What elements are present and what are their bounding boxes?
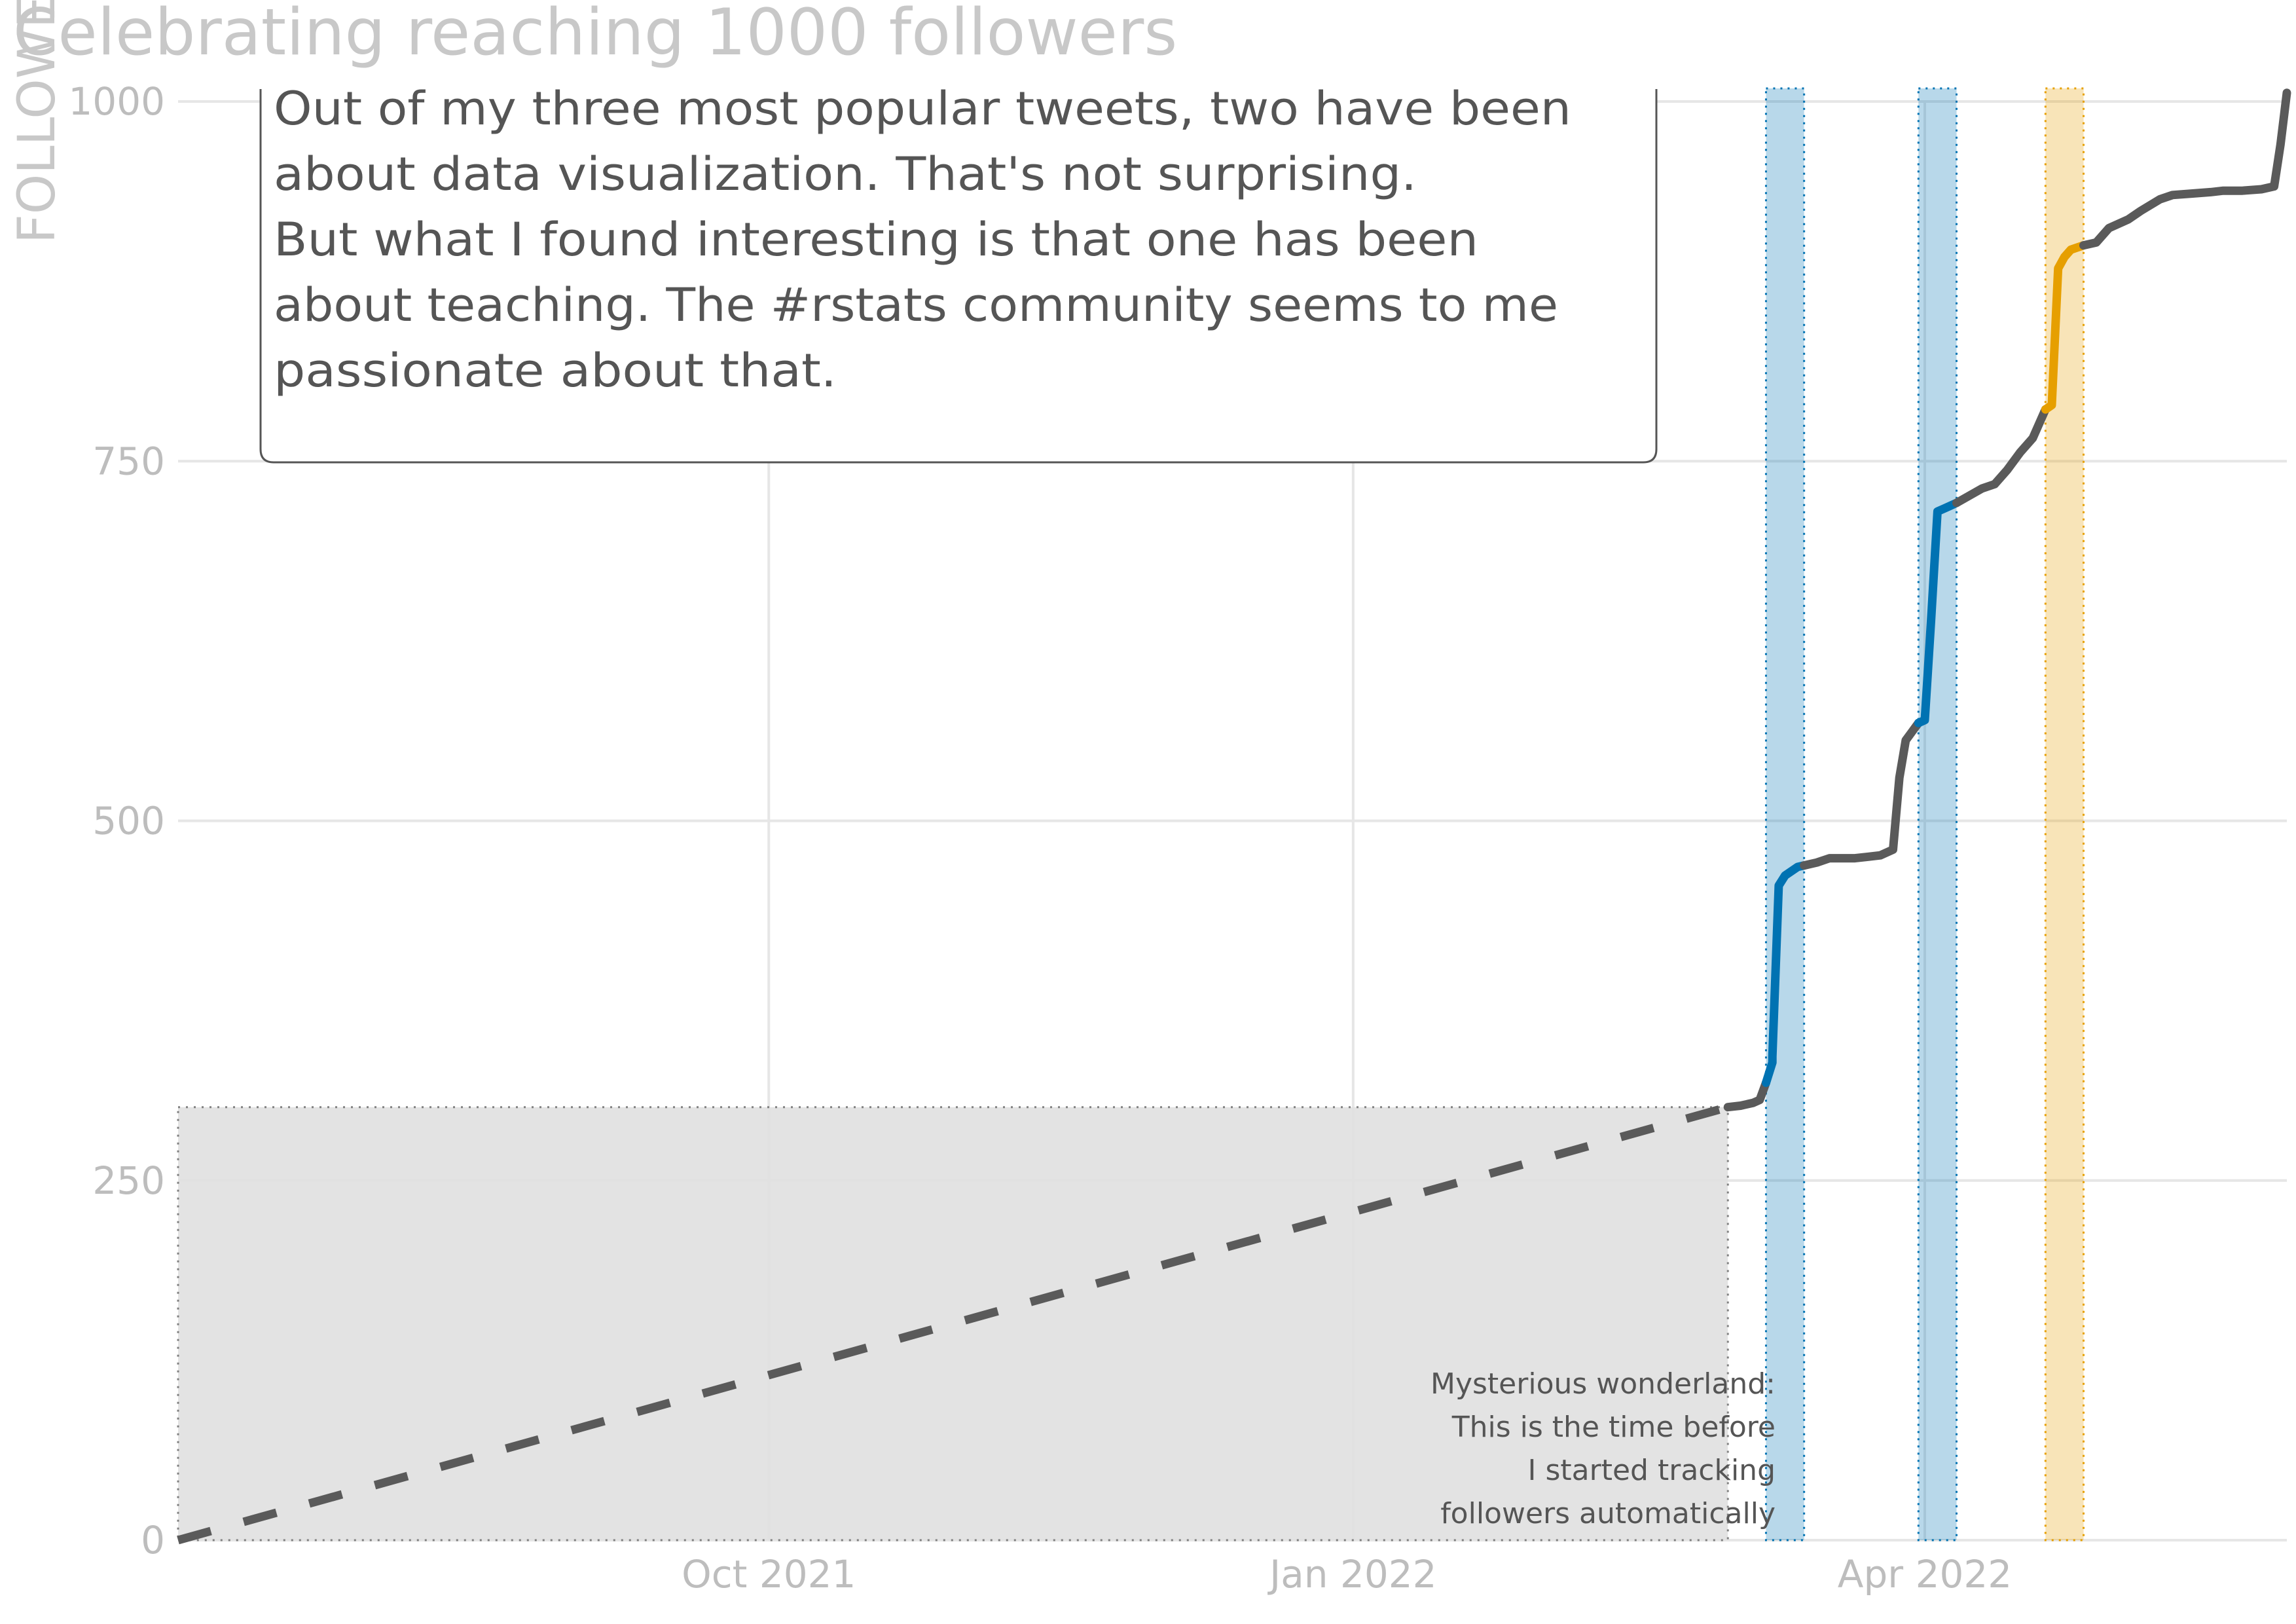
annotation-line: I started tracking	[1528, 1454, 1776, 1487]
x-tick-label: Apr 2022	[1838, 1552, 2012, 1596]
y-tick-label: 1000	[68, 79, 165, 124]
series-line	[2041, 241, 2088, 414]
series-line	[1914, 498, 1961, 728]
y-tick-label: 500	[92, 799, 165, 843]
annotation-line: Mysterious wonderland:	[1430, 1367, 1776, 1401]
series-line	[1800, 718, 1923, 870]
quote-line: about teaching. The #rstats community se…	[274, 278, 1558, 332]
highlight-band	[1764, 87, 1806, 1541]
y-tick-label: 250	[92, 1158, 165, 1203]
quote-box-frame	[259, 89, 1658, 464]
x-tick-label: Jan 2022	[1267, 1552, 1436, 1596]
highlight-band	[2044, 87, 2085, 1541]
series-line	[1952, 405, 2050, 507]
chart-title: Celebrating reaching 1000 followers	[13, 0, 1177, 70]
quote-box: Out of my three most popular tweets, two…	[259, 82, 1658, 464]
y-tick-label: 0	[141, 1518, 165, 1562]
series-line	[1723, 1078, 1770, 1112]
quote-line: Out of my three most popular tweets, two…	[274, 82, 1571, 136]
untracked-region	[177, 1106, 1729, 1541]
untracked-shaded-area	[177, 1106, 1729, 1541]
follower-lines	[177, 88, 2291, 1545]
highlight-band	[1917, 87, 1958, 1541]
untracked-annotation: Mysterious wonderland: This is the time …	[1430, 1367, 1776, 1530]
quote-line: But what I found interesting is that one…	[274, 213, 1478, 267]
quote-line: passionate about that.	[274, 344, 837, 397]
highlight-bands	[1764, 87, 2085, 1541]
annotation-line: This is the time before	[1451, 1411, 1776, 1444]
axis-ticks: 0 250 500 750 1000 Oct 2021 Jan 2022 Apr 2022	[68, 79, 2012, 1596]
y-tick-label: 750	[92, 439, 165, 483]
x-tick-label: Oct 2021	[682, 1552, 856, 1596]
annotation-line: followers automatically	[1440, 1497, 1776, 1530]
series-line	[2079, 88, 2291, 250]
series-line	[1762, 861, 1809, 1087]
quote-line: about data visualization. That's not sur…	[274, 147, 1417, 201]
y-axis-label: FOLLOWERS	[8, 0, 67, 244]
